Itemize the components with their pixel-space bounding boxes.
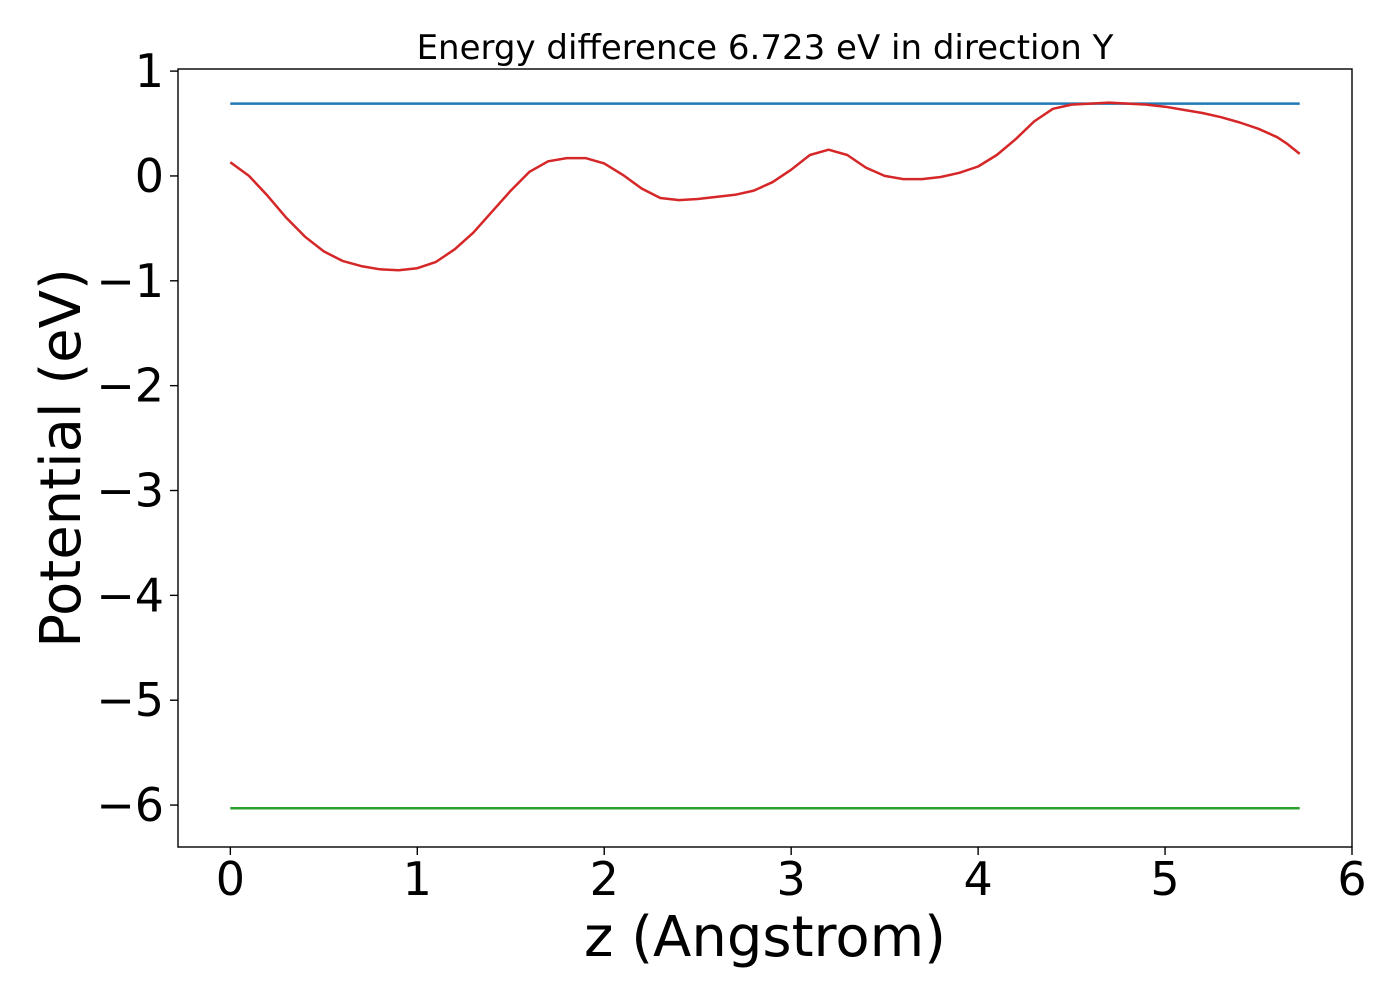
y-tick-label: −3 [96,464,164,518]
chart-title: Energy difference 6.723 eV in direction … [417,28,1114,68]
x-tick-label: 1 [403,852,432,906]
x-tick-label: 4 [963,852,992,906]
y-tick-label: −6 [96,778,164,832]
x-tick-label: 5 [1150,852,1179,906]
y-tick-label: −2 [96,359,164,413]
x-tick-label: 3 [777,852,806,906]
y-tick-label: −1 [96,254,164,308]
y-axis-ticks: 1 0 −1 −2 −3 −4 −5 −6 [96,44,178,832]
x-tick-label: 6 [1337,852,1366,906]
y-tick-label: 1 [135,44,164,98]
x-axis-label: z (Angstrom) [584,905,946,970]
x-tick-label: 2 [590,852,619,906]
series-layer [229,101,1301,810]
x-tick-label: 0 [216,852,245,906]
x-axis-ticks: 0 1 2 3 4 5 6 [216,847,1367,906]
y-tick-label: −5 [96,673,164,727]
series-line-1 [229,101,1301,272]
y-tick-label: 0 [135,149,164,203]
plot-frame [177,68,1353,848]
y-axis-label: Potential (eV) [29,268,94,648]
y-tick-label: −4 [96,568,164,622]
